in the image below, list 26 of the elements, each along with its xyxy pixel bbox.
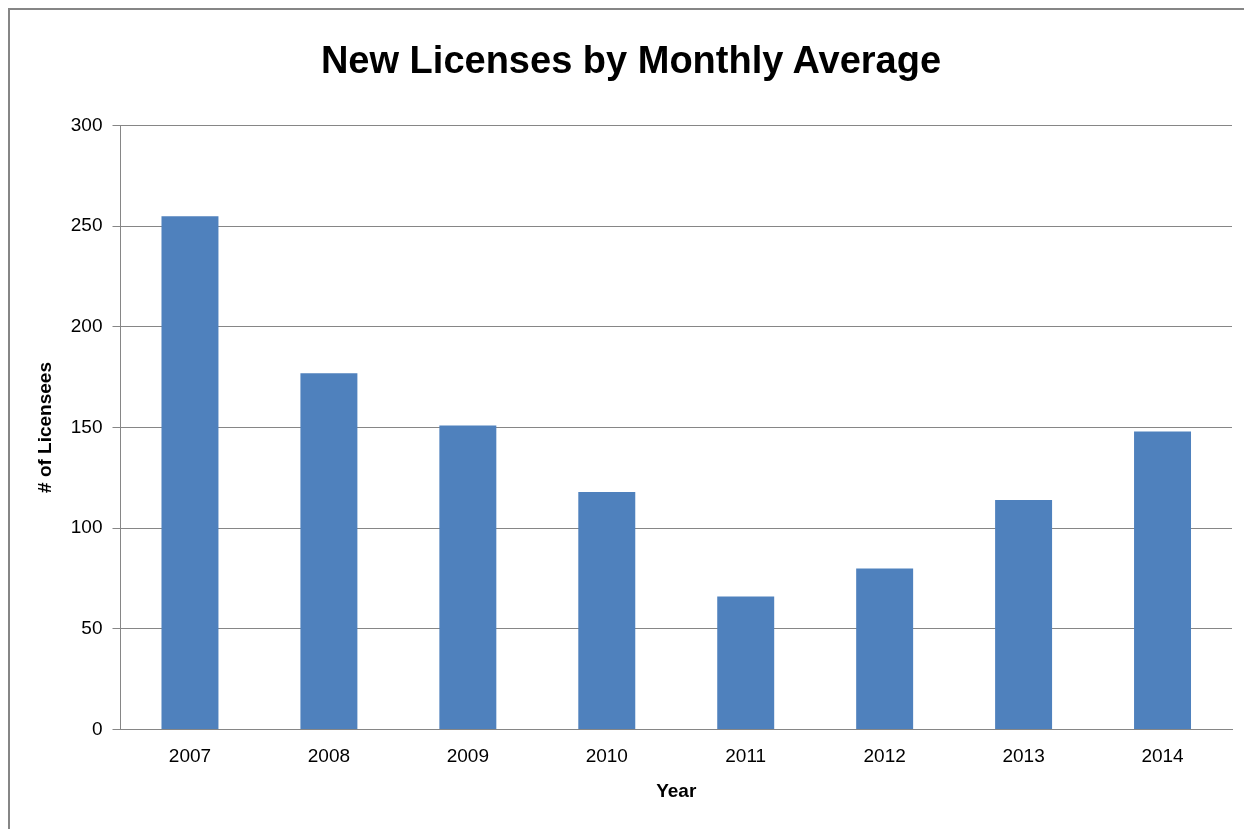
bar	[856, 568, 914, 729]
y-tick-label: 100	[70, 516, 103, 538]
bar	[300, 373, 358, 729]
y-tick-label: 300	[70, 113, 103, 135]
bar	[717, 596, 775, 729]
y-axis-title: # of Licensees	[33, 362, 55, 493]
bar	[439, 425, 497, 729]
bar	[578, 491, 636, 729]
x-tick-label: 2008	[307, 745, 351, 767]
x-tick-label: 2014	[1141, 745, 1185, 767]
bar	[995, 499, 1053, 729]
y-tick-label: 250	[70, 214, 103, 236]
bar	[1134, 431, 1192, 729]
x-tick-label: 2009	[446, 745, 489, 767]
bar	[161, 216, 219, 729]
x-tick-label: 2010	[585, 745, 628, 767]
y-tick-label: 50	[81, 617, 103, 638]
chart-title: New Licenses by Monthly Average	[320, 39, 942, 82]
x-tick-label: 2011	[725, 745, 767, 767]
x-axis-title: Year	[656, 779, 697, 801]
y-tick-label: 200	[70, 315, 103, 337]
y-tick-label: 0	[91, 717, 103, 739]
x-tick-label: 2007	[168, 745, 212, 767]
y-tick-label: 150	[70, 415, 103, 437]
x-tick-label: 2013	[1002, 745, 1045, 767]
x-tick-label: 2012	[863, 745, 906, 767]
